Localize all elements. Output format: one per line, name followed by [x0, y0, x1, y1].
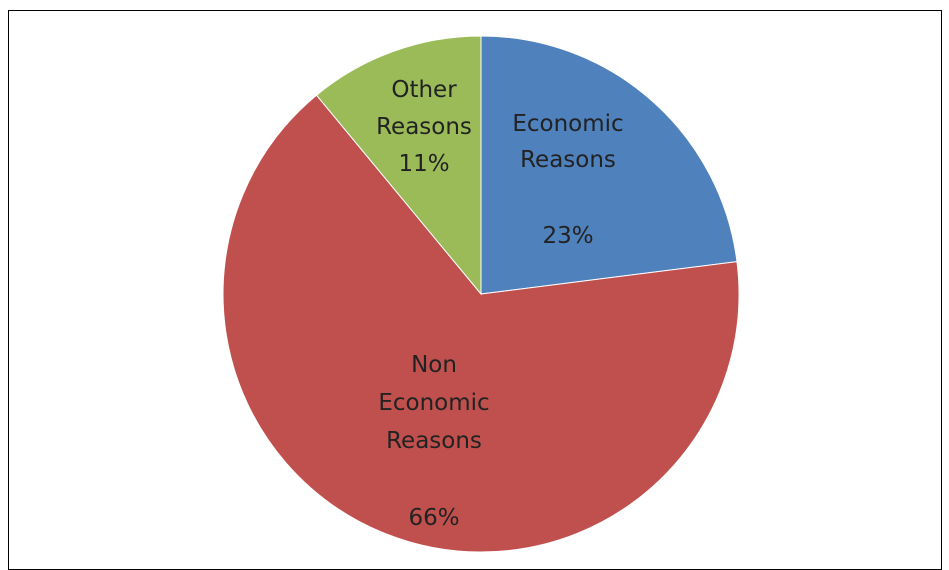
slice-label-non-economic-line-2: Economic: [378, 390, 489, 416]
slice-label-other-line-2: Reasons: [376, 114, 472, 140]
pie-slice-non-economic-reasons: [222, 94, 740, 553]
slice-label-economic-line-1: Economic: [512, 111, 623, 137]
slice-value-economic: 23%: [542, 223, 593, 249]
slice-label-other-line-1: Other: [391, 77, 457, 103]
slice-label-economic-line-2: Reasons: [520, 147, 616, 173]
pie-slice-other-reasons: [315, 35, 482, 296]
pie-slices: [222, 35, 740, 553]
slice-value-non-economic: 66%: [408, 505, 459, 531]
pie-slice-economic-reasons: [480, 35, 738, 295]
slice-value-other: 11%: [398, 151, 449, 177]
slice-label-non-economic-line-1: Non: [411, 352, 457, 378]
slice-label-non-economic-line-3: Reasons: [386, 428, 482, 454]
pie-labels: Economic Reasons 23% Non Economic Reason…: [376, 77, 624, 531]
